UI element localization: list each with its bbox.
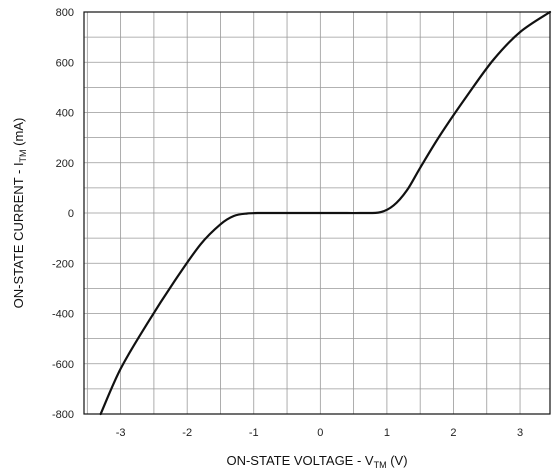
y-tick-label: 600	[56, 57, 74, 69]
y-tick-label: 0	[68, 208, 74, 220]
x-tick-label: -1	[249, 427, 259, 439]
x-tick-label: 3	[517, 427, 523, 439]
y-tick-label: -200	[52, 258, 74, 270]
y-axis-label: ON-STATE CURRENT - ITM (mA)	[11, 118, 28, 309]
y-tick-label: -400	[52, 309, 74, 321]
plot-frame	[83, 11, 551, 415]
x-tick-label: 1	[384, 427, 390, 439]
grid-lines	[84, 11, 550, 415]
x-tick-label: -2	[182, 427, 192, 439]
series-line	[99, 10, 552, 416]
y-tick-label: 800	[56, 7, 74, 19]
y-tick-label: -800	[52, 409, 74, 421]
tick-labels: -3 -2 -1 0 1 2 3 -800 -600 -400 -200 0 200 400 600 800	[52, 7, 523, 439]
y-tick-label: 200	[56, 158, 74, 170]
y-tick-label: -600	[52, 359, 74, 371]
x-tick-label: -3	[116, 427, 126, 439]
x-tick-label: 2	[450, 427, 456, 439]
x-tick-label: 0	[317, 427, 323, 439]
x-axis-label: ON-STATE VOLTAGE - VTM (V)	[226, 453, 407, 470]
y-tick-label: 400	[56, 108, 74, 120]
